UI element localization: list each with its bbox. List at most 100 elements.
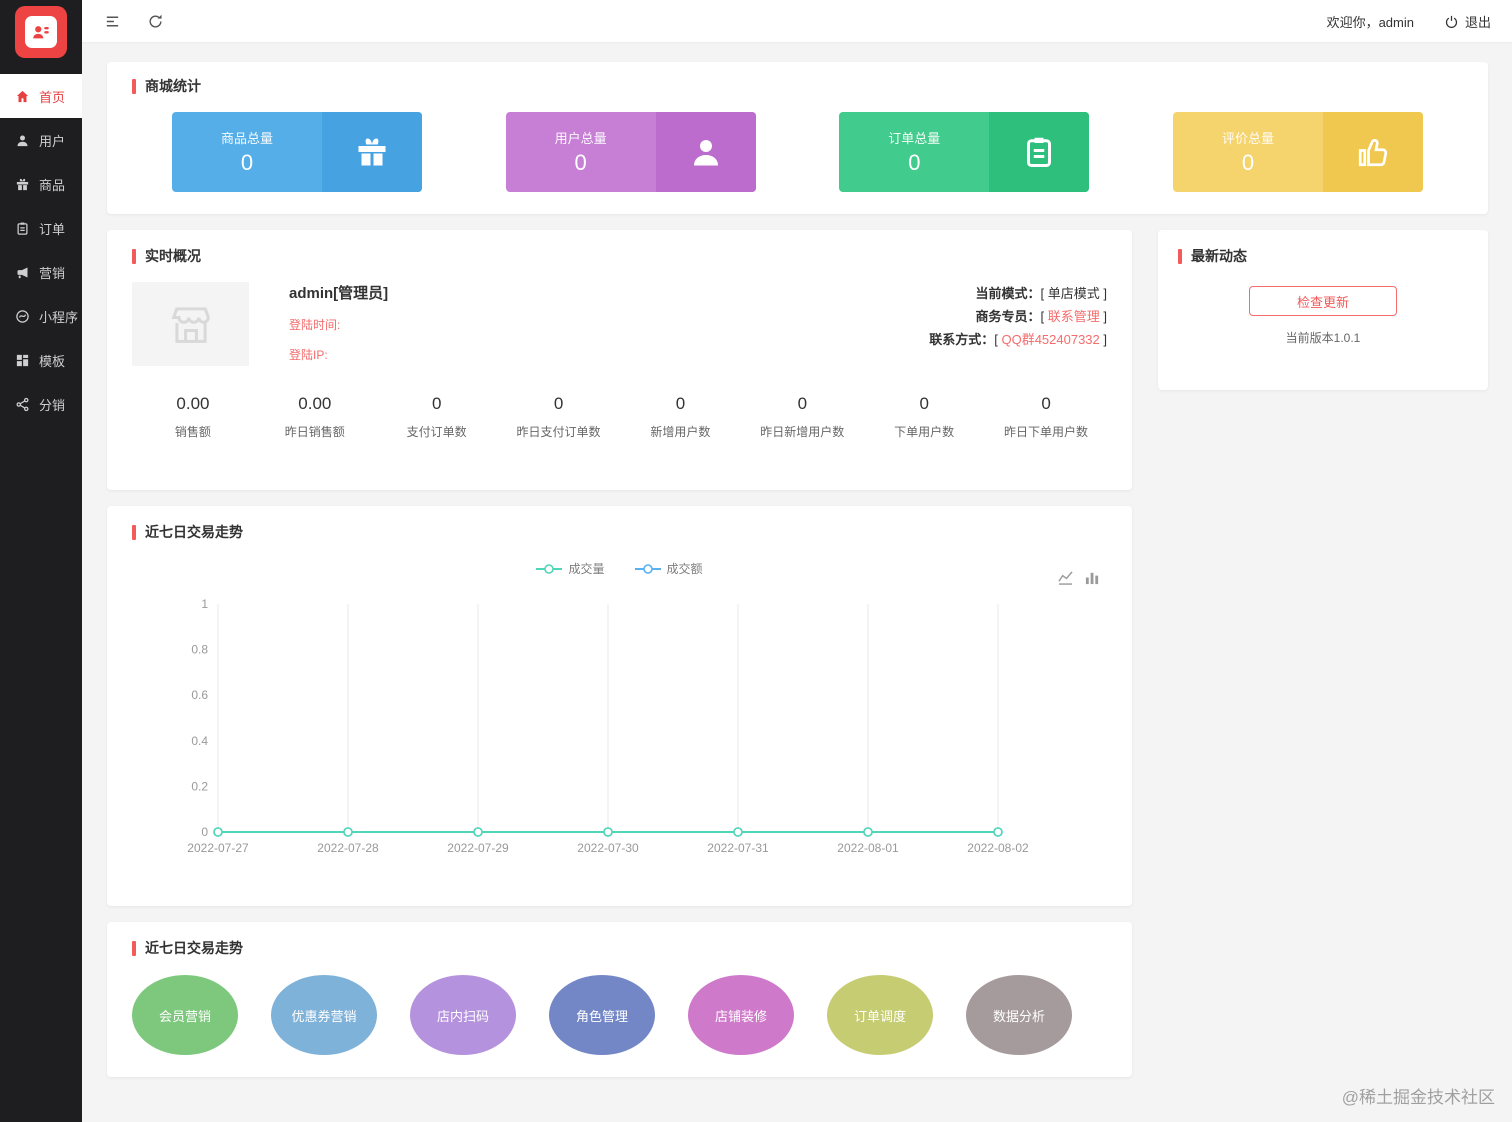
metric-paid-orders-yesterday: 0 昨日支付订单数 [498, 394, 620, 440]
qq-group-link[interactable]: QQ群452407332 [1001, 332, 1100, 347]
bracket-close: ] [1099, 309, 1107, 324]
svg-text:0.2: 0.2 [191, 779, 208, 793]
quick-item-label: 店内扫码 [436, 1008, 489, 1024]
metric-sales: 0.00 销售额 [132, 394, 254, 440]
order-icon [989, 112, 1090, 192]
quick-data-analysis[interactable]: 数据分析 [966, 975, 1072, 1055]
sidebar-item-label: 营销 [39, 265, 66, 281]
legend-item[interactable]: 成交量 [536, 560, 605, 577]
person-logo-icon [33, 26, 49, 39]
sidebar-item-distribution[interactable]: 分销 [0, 382, 82, 426]
bracket-open: [ [994, 332, 1002, 347]
sidebar-item-orders[interactable]: 订单 [0, 206, 82, 250]
quick-coupon-marketing[interactable]: 优惠券营销 [271, 975, 377, 1055]
bar-chart-toggle-icon[interactable] [1085, 570, 1100, 585]
stat-row: 商品总量 0 用户总量 0 [132, 112, 1463, 192]
stat-label: 订单总量 [888, 131, 941, 146]
stat-value: 0 [908, 150, 921, 175]
quick-item-label: 会员营销 [158, 1008, 211, 1024]
metric-value: 0 [553, 394, 564, 413]
miniprogram-icon [16, 309, 29, 323]
sidebar-item-goods[interactable]: 商品 [0, 162, 82, 206]
sidebar-item-marketing[interactable]: 营销 [0, 250, 82, 294]
overview-body: admin[管理员] 登陆时间: 登陆IP: 当前模式：[ 单店模式 ] 商务专… [132, 282, 1107, 366]
title-accent-bar [132, 248, 136, 264]
metric-label: 支付订单数 [406, 425, 467, 439]
topbar-right: 欢迎你，admin 退出 [1327, 12, 1491, 31]
quick-role-management[interactable]: 角色管理 [549, 975, 655, 1055]
bracket-open: [ [1040, 309, 1048, 324]
metric-label: 昨日支付订单数 [516, 425, 601, 439]
sidebar-item-home[interactable]: 首页 [0, 74, 82, 118]
metric-new-users-yesterday: 0 昨日新增用户数 [741, 394, 863, 440]
latest-news-title: 最新动态 [1178, 246, 1468, 266]
quick-shop-decoration[interactable]: 店铺装修 [688, 975, 794, 1055]
sidebar-item-label: 模板 [39, 353, 66, 369]
admin-info: admin[管理员] 登陆时间: 登陆IP: [289, 282, 388, 366]
main-area: 欢迎你，admin 退出 商城统计 商品总量 0 [82, 0, 1512, 1122]
welcome-text: 欢迎你，admin [1326, 14, 1414, 30]
legend-marker-icon [536, 563, 563, 574]
metric-label: 下单用户数 [894, 425, 955, 439]
collapse-menu-icon[interactable] [104, 13, 121, 30]
title-accent-bar [132, 78, 136, 94]
sidebar-item-users[interactable]: 用户 [0, 118, 82, 162]
sidebar-item-label: 首页 [39, 89, 66, 105]
stat-value: 0 [1241, 150, 1255, 175]
metric-new-users: 0 新增用户数 [620, 394, 742, 440]
quick-actions-title: 近七日交易走势 [132, 938, 1107, 958]
svg-text:2022-07-28: 2022-07-28 [317, 841, 379, 855]
quick-item-label: 订单调度 [853, 1008, 906, 1024]
order-icon [17, 222, 28, 235]
title-accent-bar [132, 524, 136, 540]
metric-value: 0 [1041, 394, 1051, 413]
like-icon [1322, 112, 1423, 192]
check-update-button[interactable]: 检查更新 [1249, 286, 1397, 316]
overview-meta: 当前模式：[ 单店模式 ] 商务专员：[ 联系管理 ] 联系方式：[ QQ群45… [929, 282, 1107, 366]
trend-line-chart[interactable]: 0 0.2 0.4 0.6 0.8 1 2022-07-27 2022-07-28 2022-0… [132, 589, 1107, 864]
megaphone-icon [17, 267, 28, 278]
svg-text:1: 1 [201, 597, 208, 611]
sidebar-item-label: 用户 [39, 133, 66, 149]
current-mode-label: 当前模式： [975, 286, 1041, 301]
sidebar-menu: 首页 用户 商品 订单 营销 小程序 [0, 74, 82, 426]
quick-member-marketing[interactable]: 会员营销 [132, 975, 238, 1055]
legend-label: 成交量 [568, 562, 605, 576]
sidebar-item-label: 小程序 [39, 309, 79, 325]
refresh-icon[interactable] [147, 13, 164, 30]
specialist-label: 商务专员： [975, 309, 1041, 324]
gift-icon [322, 112, 422, 192]
sidebar-item-templates[interactable]: 模板 [0, 338, 82, 382]
contact-admin-link[interactable]: 联系管理 [1047, 309, 1100, 324]
realtime-overview-title: 实时概况 [132, 246, 1107, 266]
metric-label: 昨日下单用户数 [1004, 425, 1089, 439]
right-column: 最新动态 检查更新 当前版本1.0.1 [1158, 230, 1488, 390]
stat-label: 用户总量 [554, 131, 607, 146]
stat-card-orders-total: 订单总量 0 [839, 112, 1090, 192]
left-column: 实时概况 admin[管理员] 登陆时间: [107, 230, 1132, 1077]
legend-item[interactable]: 成交额 [634, 560, 703, 577]
svg-text:0.8: 0.8 [191, 643, 208, 657]
logout-button[interactable]: 退出 [1444, 12, 1491, 31]
logout-label: 退出 [1464, 14, 1491, 30]
quick-instore-scan[interactable]: 店内扫码 [410, 975, 516, 1055]
sidebar-item-miniprogram[interactable]: 小程序 [0, 294, 82, 338]
app-logo[interactable] [0, 0, 82, 64]
app-logo-badge [15, 6, 67, 58]
metric-value: 0 [919, 394, 929, 413]
stat-value: 0 [240, 150, 254, 175]
template-icon [16, 354, 29, 366]
user-icon [655, 112, 756, 192]
legend-label: 成交额 [666, 562, 703, 576]
quick-item-label: 数据分析 [992, 1008, 1045, 1024]
mall-stats-title: 商城统计 [132, 76, 1463, 96]
svg-text:2022-07-31: 2022-07-31 [707, 841, 769, 855]
metric-ordering-users: 0 下单用户数 [863, 394, 985, 440]
quick-order-dispatch[interactable]: 订单调度 [827, 975, 933, 1055]
metric-sales-yesterday: 0.00 昨日销售额 [254, 394, 376, 440]
svg-text:0.6: 0.6 [191, 688, 208, 702]
stat-value: 0 [574, 150, 587, 175]
title-accent-bar [1178, 248, 1182, 264]
line-chart-toggle-icon[interactable] [1058, 570, 1073, 585]
quick-actions-title-text: 近七日交易走势 [145, 940, 243, 956]
